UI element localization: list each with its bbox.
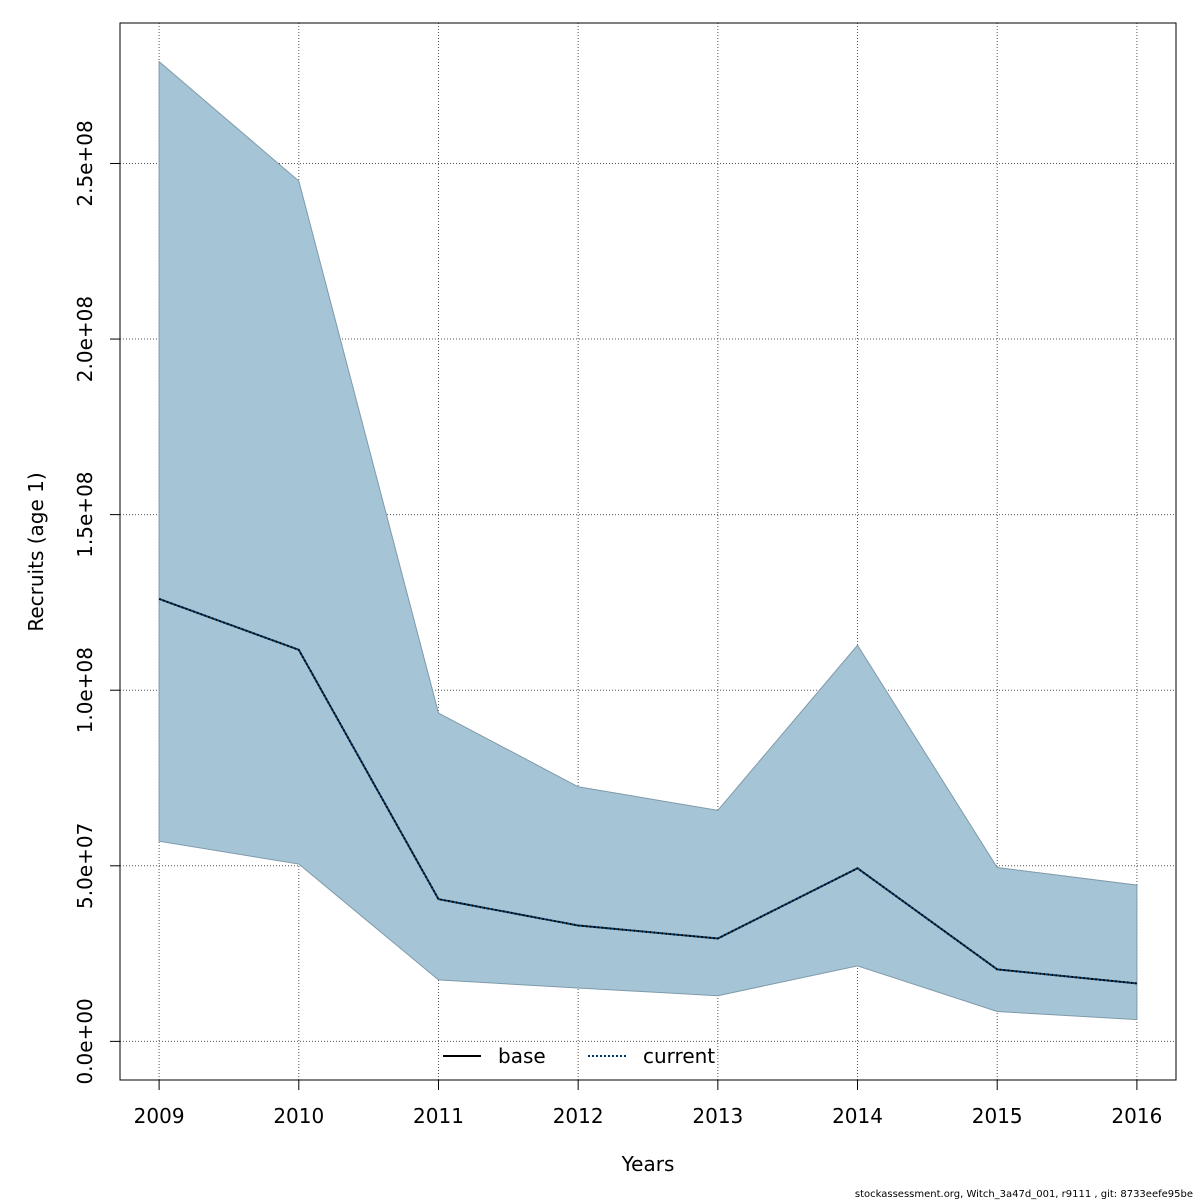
x-tick-label: 2011: [413, 1104, 464, 1128]
x-tick-label: 2010: [273, 1104, 324, 1128]
x-tick-label: 2013: [692, 1104, 743, 1128]
y-tick-label: 2.5e+08: [73, 120, 97, 206]
legend-label-current: current: [643, 1044, 715, 1068]
y-axis-label: Recruits (age 1): [24, 472, 48, 631]
y-tick-label: 2.0e+08: [73, 296, 97, 382]
y-tick-label: 5.0e+07: [73, 823, 97, 909]
y-tick-label: 1.0e+08: [73, 647, 97, 733]
legend: base current: [443, 1044, 715, 1068]
y-tick-label: 1.5e+08: [73, 471, 97, 557]
confidence-band: [159, 62, 1137, 1020]
x-tick-label: 2014: [832, 1104, 883, 1128]
x-axis-label: Years: [621, 1152, 675, 1176]
x-tick-label: 2012: [553, 1104, 604, 1128]
x-tick-label: 2016: [1111, 1104, 1162, 1128]
y-axis: 0.0e+00 5.0e+07 1.0e+08 1.5e+08 2.0e+08 2.5e+…: [73, 120, 120, 1084]
legend-label-base: base: [498, 1044, 546, 1068]
band-current: [159, 62, 1137, 1020]
x-tick-label: 2009: [134, 1104, 185, 1128]
x-axis: 2009 2010 2011 2012 2013 2014 2015 2016: [134, 1080, 1163, 1128]
x-tick-label: 2015: [972, 1104, 1023, 1128]
footer-text: stockassessment.org, Witch_3a47d_001, r9…: [855, 1189, 1193, 1200]
y-tick-label: 0.0e+00: [73, 998, 97, 1084]
